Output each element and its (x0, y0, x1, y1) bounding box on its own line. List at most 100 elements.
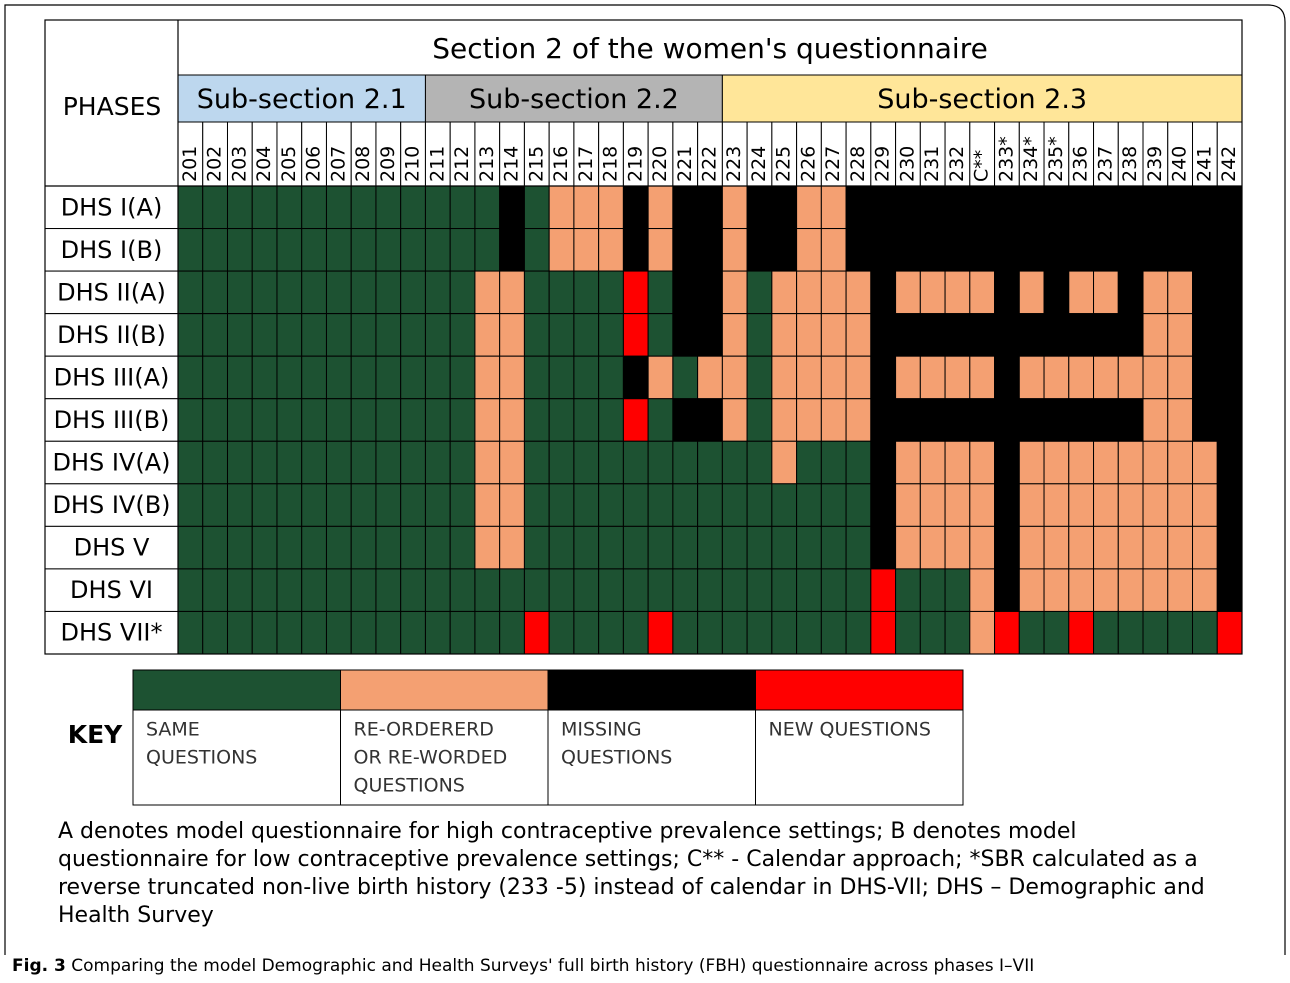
cell (202, 270, 228, 315)
cell (1068, 483, 1095, 527)
cell (226, 185, 253, 230)
cell (721, 185, 748, 230)
cell (796, 355, 822, 400)
cell (276, 270, 303, 315)
column-label: 218 (600, 146, 622, 182)
cell (870, 270, 897, 315)
column-label: 210 (402, 146, 424, 182)
cell (994, 228, 1020, 272)
cell (647, 568, 674, 612)
cell (424, 440, 451, 485)
cell (895, 440, 921, 485)
table-border (44, 19, 1243, 655)
cell (400, 610, 426, 655)
cell (573, 228, 600, 272)
cell (226, 313, 253, 357)
cell (796, 440, 822, 485)
cell (573, 185, 600, 230)
column-label: 238 (1119, 146, 1141, 182)
cell (375, 355, 402, 400)
cell (1167, 228, 1194, 272)
cell (474, 398, 501, 442)
cell (1093, 355, 1119, 400)
cell (548, 568, 575, 612)
cell (449, 525, 476, 570)
cell (870, 610, 897, 655)
cell (202, 185, 228, 230)
cell (1093, 313, 1119, 357)
cell (1167, 568, 1194, 612)
column-label: 241 (1193, 146, 1215, 182)
cell (1018, 228, 1045, 272)
cell (895, 610, 921, 655)
column-header-cell (1117, 121, 1144, 187)
cell (1068, 270, 1095, 315)
cell (697, 525, 723, 570)
cell (499, 313, 525, 357)
cell (350, 440, 377, 485)
cell (697, 313, 723, 357)
caption-text: Comparing the model Demographic and Heal… (71, 956, 1035, 976)
cell (226, 610, 253, 655)
cell (919, 313, 946, 357)
cell (969, 568, 996, 612)
column-header-cell (350, 121, 377, 187)
row-label: DHS I(B) (61, 236, 163, 264)
cell (499, 185, 525, 230)
cell (1093, 440, 1119, 485)
cell (944, 185, 971, 230)
cell (771, 525, 798, 570)
cell (870, 355, 897, 400)
cell (672, 313, 699, 357)
cell (1068, 313, 1095, 357)
cell (424, 568, 451, 612)
cell (820, 355, 847, 400)
column-label: 225 (773, 146, 795, 182)
cell (994, 525, 1020, 570)
cell (573, 398, 600, 442)
cell (672, 483, 699, 527)
cell (746, 313, 773, 357)
cell (1018, 398, 1045, 442)
table-title: Section 2 of the women's questionnaire (432, 32, 988, 65)
cell (1093, 610, 1119, 655)
cell (771, 440, 798, 485)
cell (1192, 610, 1218, 655)
row-label: DHS V (74, 534, 150, 562)
cell (1093, 185, 1119, 230)
cell (647, 355, 674, 400)
cell (177, 355, 204, 400)
cell (523, 525, 550, 570)
column-label: 213 (476, 146, 498, 182)
cell (1117, 398, 1144, 442)
cell (400, 355, 426, 400)
cell (449, 610, 476, 655)
cell (350, 355, 377, 400)
cell (1018, 610, 1045, 655)
cell (944, 610, 971, 655)
cell (969, 483, 996, 527)
cell (721, 610, 748, 655)
key-text-cell (132, 709, 341, 806)
cell (325, 483, 352, 527)
row-label: DHS II(A) (57, 278, 166, 306)
cell (697, 440, 723, 485)
cell (622, 270, 649, 315)
cell (622, 185, 649, 230)
cell (622, 568, 649, 612)
cell (301, 525, 327, 570)
cell (301, 568, 327, 612)
cell (771, 483, 798, 527)
cell (771, 355, 798, 400)
cell (1142, 440, 1169, 485)
cell (820, 313, 847, 357)
cell (1192, 525, 1218, 570)
row-label-cell (44, 185, 179, 230)
cell (746, 398, 773, 442)
cell (276, 610, 303, 655)
row-label: DHS I(A) (61, 193, 163, 221)
cell (1167, 313, 1194, 357)
cell (226, 398, 253, 442)
cell (375, 313, 402, 357)
cell (375, 398, 402, 442)
